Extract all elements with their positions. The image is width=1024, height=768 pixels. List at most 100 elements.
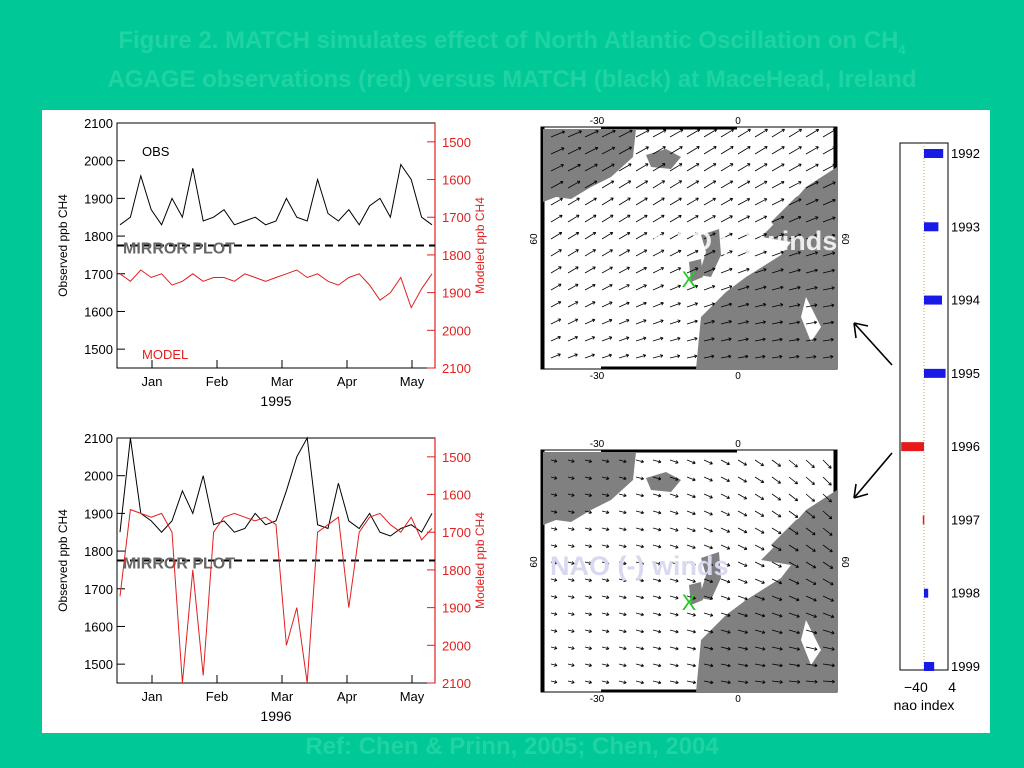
wind-vector [652, 680, 662, 685]
wind-vector [618, 459, 627, 464]
wind-vector [567, 578, 575, 582]
wind-vector [601, 510, 610, 515]
wind-vector [635, 646, 644, 651]
wind-vector [720, 680, 731, 685]
wind-vector [720, 180, 734, 189]
wind-vector [601, 646, 610, 651]
wind-vector [584, 336, 596, 342]
wind-vector [771, 578, 783, 585]
wind-vector [686, 578, 696, 583]
nao-bar [924, 295, 942, 305]
wind-vector [737, 146, 751, 155]
map-lon-label-top: -30 [590, 439, 605, 450]
wind-vector [652, 301, 664, 308]
nao-bar [924, 149, 944, 158]
map-nao-positive: -30 -30 0 0 60 60 X NAO (+) winds [529, 116, 850, 382]
wind-vector [584, 510, 592, 514]
obs-series-line [119, 163, 433, 226]
wind-vector [822, 216, 836, 223]
wind-vector [754, 578, 765, 584]
wind-vector [567, 180, 581, 189]
wind-vector [567, 595, 575, 599]
wind-vector [652, 544, 662, 549]
wind-vector [822, 459, 832, 469]
wind-vector [822, 476, 832, 486]
wind-vector [754, 146, 768, 155]
wind-vector [601, 232, 614, 240]
wind-vector [822, 268, 835, 274]
wind-vector [737, 510, 748, 517]
wind-vector [822, 544, 833, 553]
wind-vector [652, 129, 667, 138]
wind-vector [720, 595, 731, 601]
wind-vector [550, 476, 558, 480]
wind-vector [703, 146, 717, 155]
wind-vector [771, 215, 785, 223]
wind-vector [686, 544, 696, 549]
wind-vector [737, 233, 750, 240]
wind-vector [550, 147, 565, 155]
wind-vector [550, 335, 561, 342]
wind-vector [618, 353, 630, 359]
wind-vector [788, 510, 799, 518]
wind-vector [652, 319, 664, 325]
wind-vector [788, 251, 802, 257]
land-greenland [543, 452, 636, 525]
wind-vector [720, 285, 733, 291]
wind-vector [584, 476, 592, 480]
map-lat-label-right: 60 [839, 233, 850, 245]
wind-vector [635, 266, 647, 274]
x-tick-label: Apr [337, 689, 358, 704]
wind-vector [601, 180, 615, 189]
wind-vector [686, 663, 696, 668]
wind-vector [720, 232, 733, 240]
wind-vector [720, 146, 734, 155]
left-tick-label: 1600 [84, 304, 113, 319]
wind-vector [618, 476, 627, 481]
wind-vector [720, 215, 733, 223]
left-tick-label: 1800 [84, 229, 113, 244]
right-tick-label: 2000 [442, 323, 471, 338]
wind-vector [635, 578, 644, 583]
wind-vector [737, 198, 751, 206]
wind-vector [805, 320, 818, 325]
wind-vector [686, 163, 700, 172]
wind-vector [703, 354, 715, 359]
model-series-line [119, 508, 433, 684]
left-axis-label: Observed ppb CH4 [56, 194, 70, 297]
wind-vector [805, 612, 817, 618]
wind-vector [669, 561, 679, 566]
right-axis-label: Modeled ppb CH4 [473, 197, 487, 294]
wind-vector [771, 595, 783, 601]
wind-vector [788, 320, 800, 325]
wind-vector [669, 544, 679, 549]
wind-vector [703, 250, 716, 257]
wind-vector [686, 284, 699, 291]
macehead-site-marker: X [682, 267, 697, 292]
wind-vector [669, 336, 681, 342]
wind-vector [618, 663, 627, 668]
wind-vector [822, 561, 834, 569]
wind-vector [686, 267, 699, 274]
wind-vector [703, 232, 716, 240]
wind-vector [703, 561, 714, 567]
wind-vector [584, 561, 592, 565]
nao-year-label: 1993 [951, 219, 980, 234]
wind-vector [822, 578, 834, 586]
nao-axis-label: nao index [894, 697, 955, 713]
wind-vector [550, 595, 558, 599]
wind-vector [669, 663, 679, 668]
wind-vector [720, 354, 732, 359]
wind-vector [822, 646, 835, 651]
wind-vector [567, 301, 579, 308]
wind-vector [601, 336, 613, 342]
wind-vector [601, 663, 610, 668]
wind-vector [584, 232, 597, 240]
wind-vector [703, 544, 713, 550]
wind-vector [567, 680, 575, 684]
wind-vector [618, 561, 627, 566]
wind-vector [822, 612, 835, 619]
wind-vector [737, 544, 748, 551]
wind-vector [567, 646, 575, 650]
wind-vector [584, 214, 597, 223]
